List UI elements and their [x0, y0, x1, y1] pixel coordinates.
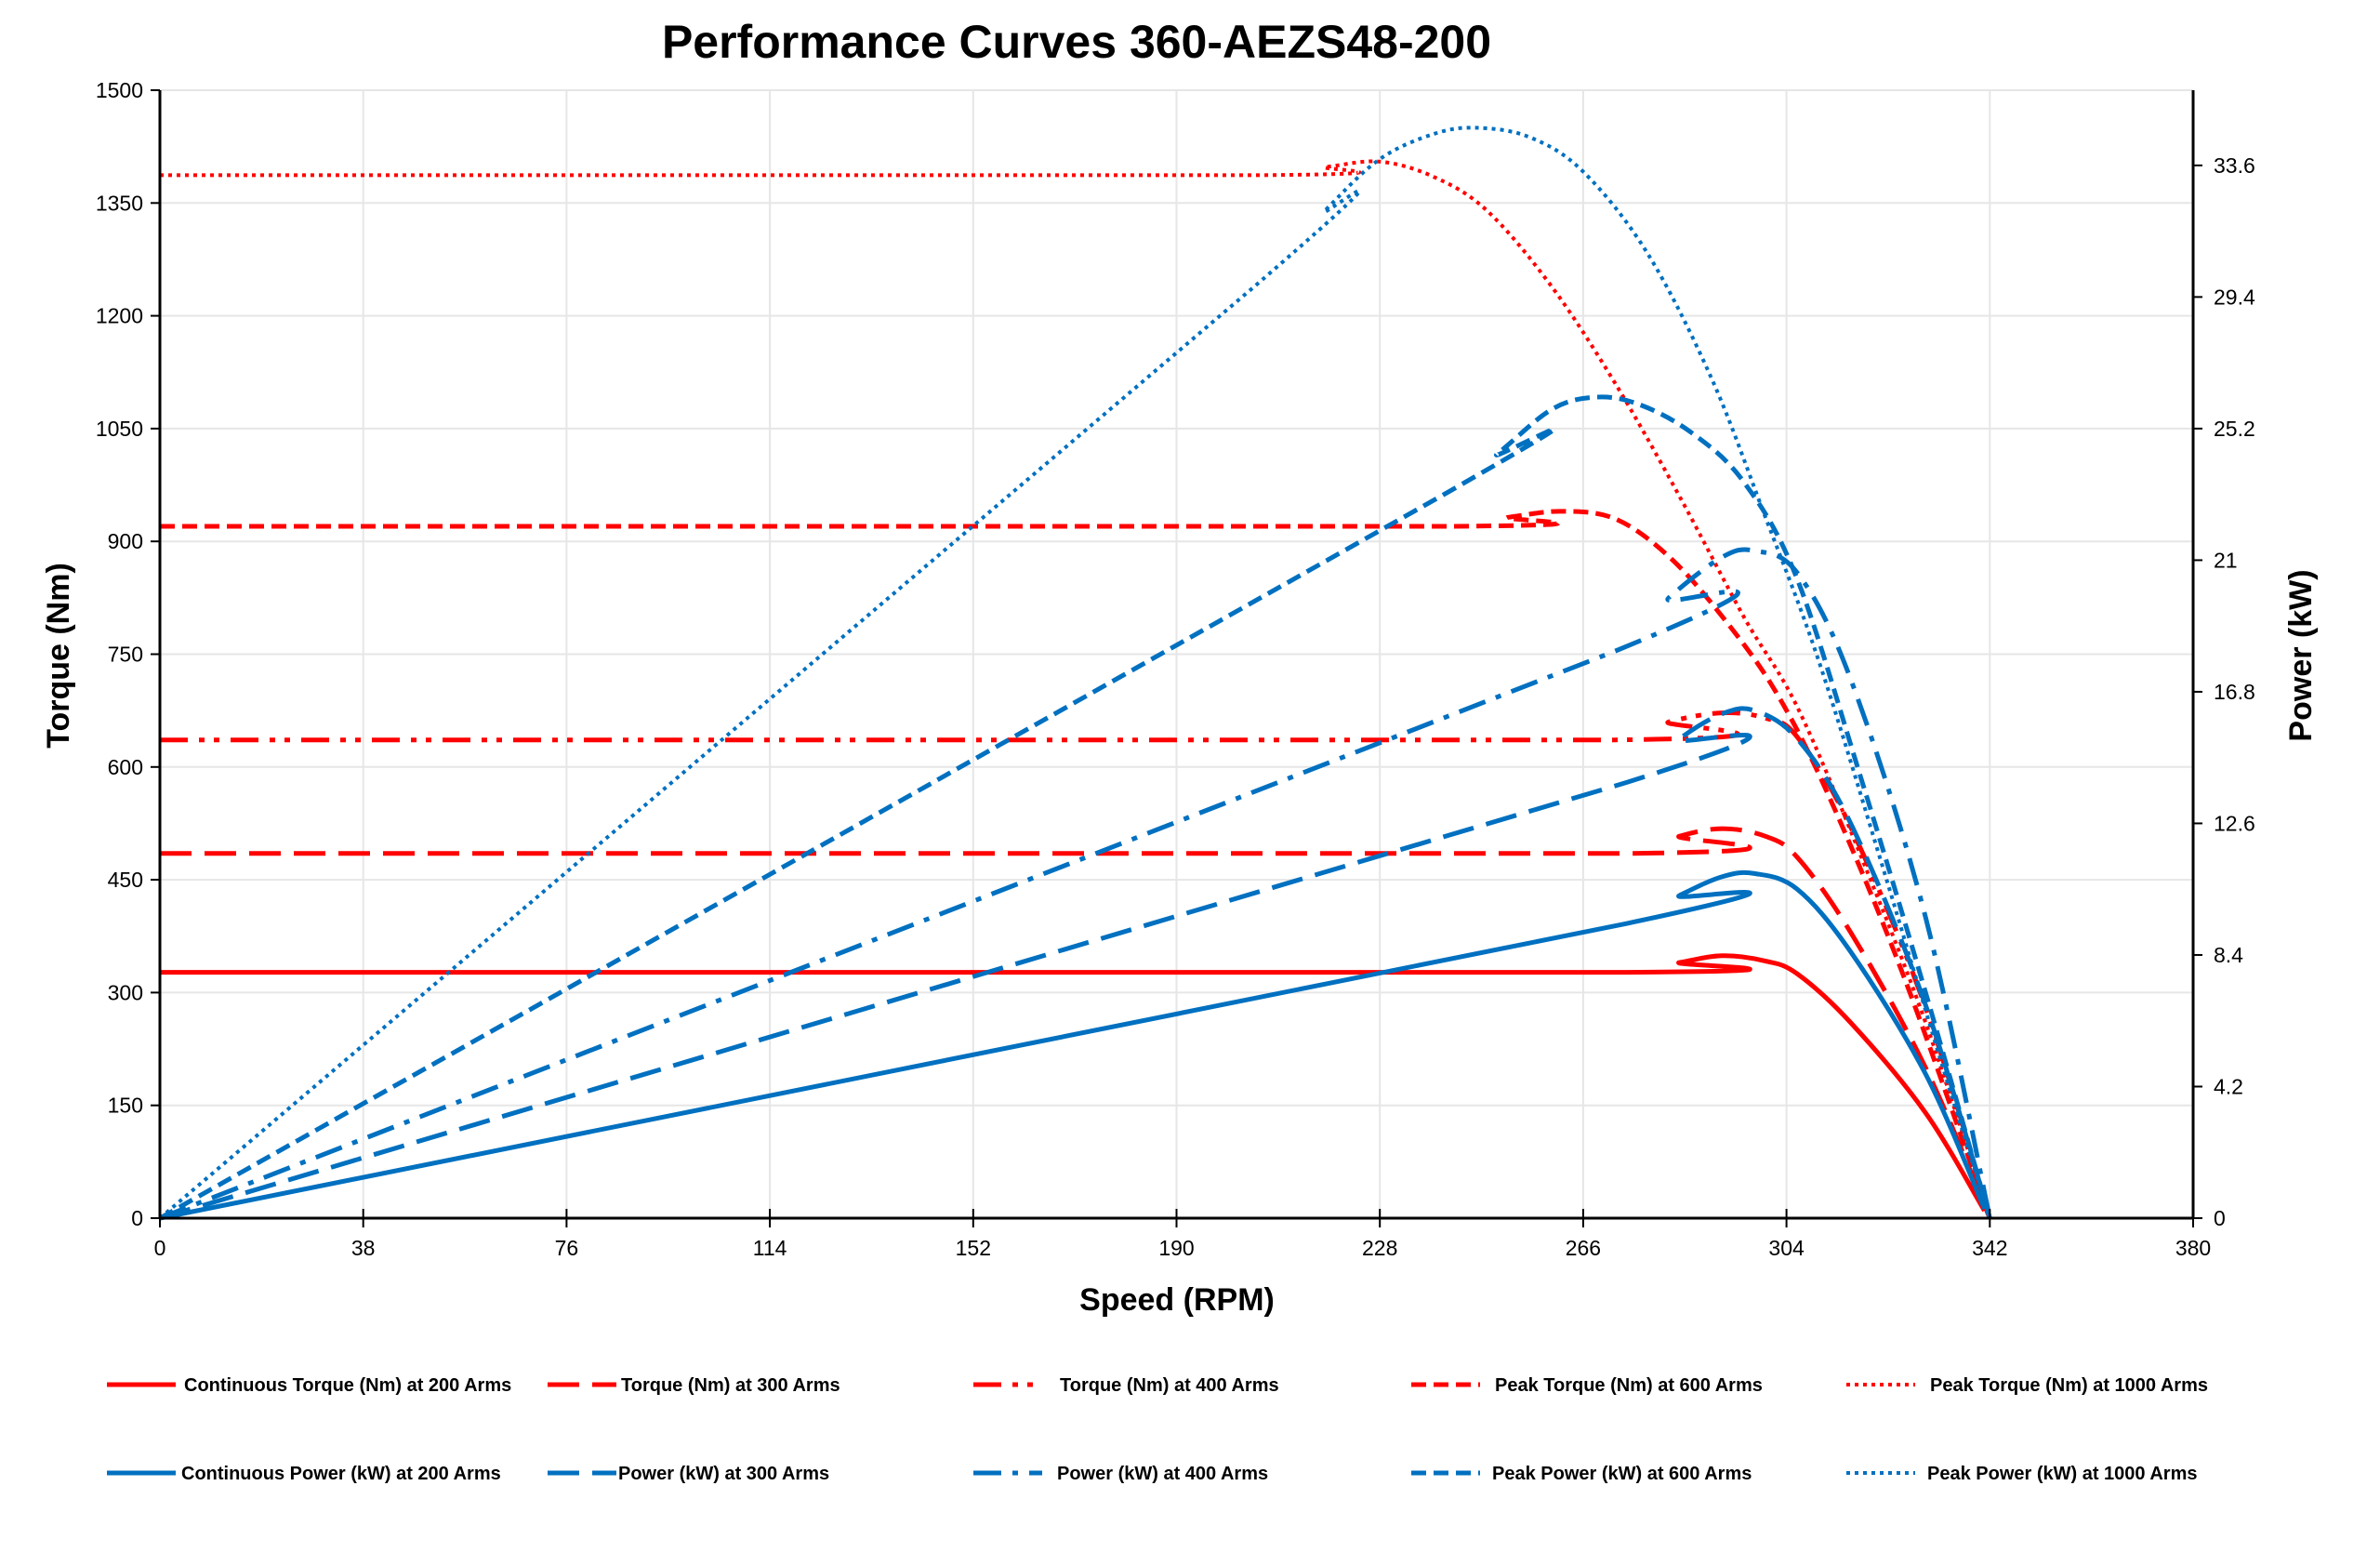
y2-tick-label: 4.2: [2214, 1074, 2243, 1098]
axes: 0 38 76 114 152 190 228 266 304 342 38001503004506…: [96, 78, 2255, 1260]
y-tick-label: 900: [108, 529, 143, 553]
y2-tick-label: 8.4: [2214, 943, 2243, 967]
legend-label: Continuous Power (kW) at 200 Arms: [181, 1464, 501, 1484]
legend-label: Peak Torque (Nm) at 1000 Arms: [1930, 1375, 2208, 1396]
y-tick-label: 300: [108, 980, 143, 1004]
power-series-line-9: [158, 126, 1992, 1220]
power-series-line-5: [159, 869, 1987, 1221]
legend-label: Continuous Torque (Nm) at 200 Arms: [184, 1375, 511, 1396]
y2-tick-label: 12.6: [2214, 811, 2255, 835]
y-tick-label: 450: [108, 868, 143, 892]
legend-label: Power (kW) at 400 Arms: [1057, 1464, 1268, 1484]
y-tick-label: 0: [131, 1206, 143, 1230]
legend-label: Peak Power (kW) at 1000 Arms: [1927, 1464, 2198, 1484]
y-axis-label: Torque (Nm): [41, 563, 76, 749]
y-tick-label: 150: [108, 1094, 143, 1118]
x-tick-label: 190: [1158, 1236, 1194, 1260]
x-tick-label: 266: [1566, 1236, 1601, 1260]
legend-label: Peak Power (kW) at 600 Arms: [1492, 1464, 1752, 1484]
legend-label: Peak Torque (Nm) at 600 Arms: [1495, 1375, 1763, 1396]
x-tick-label: 0: [154, 1236, 166, 1260]
x-tick-label: 380: [2175, 1236, 2211, 1260]
y-tick-label: 1500: [96, 78, 143, 102]
x-tick-label: 228: [1362, 1236, 1397, 1260]
y2-tick-label: 16.8: [2214, 680, 2255, 704]
x-tick-label: 76: [555, 1236, 579, 1260]
y2-tick-label: 0: [2214, 1206, 2226, 1230]
legend-label: Torque (Nm) at 300 Arms: [621, 1375, 840, 1396]
y-tick-label: 600: [108, 755, 143, 779]
torque-series-line-1: [160, 826, 1992, 1219]
chart-title: Performance Curves 360-AEZS48-200: [662, 16, 1491, 68]
legend-label: Torque (Nm) at 400 Arms: [1060, 1375, 1279, 1396]
series-lines: [158, 126, 1992, 1221]
y-tick-label: 1200: [96, 304, 143, 328]
power-series-line-6: [159, 706, 1992, 1221]
legend: Continuous Torque (Nm) at 200 Arms Torque…: [107, 1375, 2208, 1484]
x-tick-label: 152: [956, 1236, 991, 1260]
y-tick-label: 750: [108, 643, 143, 667]
x-tick-label: 38: [351, 1236, 376, 1260]
y2-axis-label: Power (kW): [2283, 569, 2319, 741]
x-tick-label: 342: [1972, 1236, 2007, 1260]
x-axis-label: Speed (RPM): [1079, 1282, 1275, 1318]
y2-tick-label: 25.2: [2214, 417, 2255, 441]
x-tick-label: 114: [753, 1236, 787, 1260]
y-tick-label: 1050: [96, 417, 143, 441]
y-tick-label: 1350: [96, 191, 143, 215]
y2-tick-label: 29.4: [2214, 285, 2255, 309]
x-tick-label: 304: [1768, 1236, 1805, 1260]
torque-series-line-3: [160, 509, 1992, 1219]
torque-series-line-0: [160, 953, 1987, 1213]
gridlines: [159, 89, 2194, 1219]
legend-label: Power (kW) at 300 Arms: [618, 1464, 829, 1484]
y2-tick-label: 33.6: [2214, 153, 2255, 178]
power-series-line-8: [158, 394, 1992, 1221]
torque-series-line-4: [160, 159, 1992, 1219]
power-series-line-7: [159, 547, 1992, 1221]
y2-tick-label: 21: [2214, 548, 2238, 572]
